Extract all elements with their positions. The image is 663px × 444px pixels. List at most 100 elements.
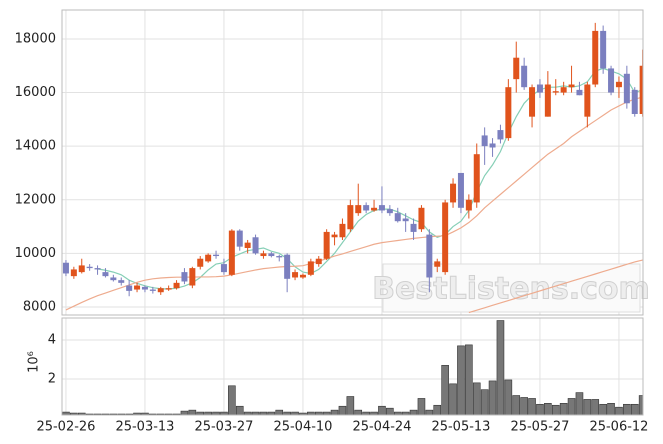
x-tick-label: 25-04-24: [352, 420, 411, 435]
x-tick-label: 25-06-12: [589, 420, 648, 435]
candle-body: [623, 73, 630, 104]
candle-body: [536, 84, 543, 93]
candle-body: [126, 285, 133, 291]
candle-body: [418, 207, 425, 230]
candle-body: [639, 65, 643, 114]
candle-body: [560, 87, 567, 93]
volume-bar: [378, 405, 386, 415]
x-tick-label: 25-03-27: [194, 420, 253, 435]
volume-bar: [188, 409, 197, 415]
x-tick-label: 25-05-27: [510, 420, 569, 435]
candle-body: [347, 205, 354, 230]
y-tick-label: 8000: [23, 299, 56, 314]
moving-average: [65, 96, 643, 311]
candle-body: [608, 68, 615, 93]
volume-bar: [425, 409, 434, 415]
candle-body: [197, 258, 204, 267]
volume-bar: [504, 379, 513, 415]
y-tick-label: 16000: [15, 85, 56, 100]
volume-bar: [465, 344, 473, 415]
candle-body: [94, 268, 101, 270]
candle-body: [292, 272, 299, 278]
candle-body: [552, 91, 559, 93]
volume-bar: [141, 412, 149, 415]
volume-bar: [449, 383, 457, 415]
candle-body: [213, 254, 220, 257]
candle-body: [284, 254, 291, 279]
candle-body: [331, 234, 338, 238]
candle-body: [457, 172, 464, 208]
candle-body: [102, 272, 109, 277]
candle-body: [529, 87, 536, 117]
candle-body: [339, 223, 346, 238]
candle-body: [394, 213, 401, 222]
candle-body: [118, 280, 125, 283]
candle-body: [631, 89, 638, 114]
volume-bar: [480, 389, 489, 415]
volume-bar: [496, 320, 505, 415]
candle-body: [426, 234, 433, 278]
candle-body: [86, 266, 93, 269]
volume-bar: [457, 345, 465, 415]
volume-bar: [583, 399, 592, 415]
candle-body: [465, 199, 472, 211]
volume-bar: [520, 397, 528, 415]
volume-bar: [575, 392, 584, 415]
candle-body: [450, 183, 457, 203]
volume-bar: [615, 406, 623, 415]
candle-body: [134, 285, 141, 290]
candle-body: [505, 87, 512, 139]
y-tick-label: 4: [48, 333, 56, 348]
candle-body: [442, 202, 449, 273]
volume-bar: [338, 405, 347, 415]
volume-bar: [417, 398, 426, 415]
volume-bar: [551, 404, 560, 415]
candle-body: [481, 135, 488, 147]
moving-average: [468, 259, 643, 314]
volume-bar: [299, 412, 307, 415]
candle-body: [299, 274, 306, 278]
volume-bar: [235, 405, 244, 415]
volume-frame: [61, 317, 644, 416]
volume-bar: [409, 409, 418, 415]
candle-body: [402, 218, 409, 222]
candle-body: [165, 288, 172, 290]
volume-bar: [354, 409, 363, 415]
candle-body: [141, 286, 148, 290]
volume-bar: [544, 403, 552, 415]
volume-bar: [275, 409, 284, 415]
candle-body: [497, 130, 504, 140]
candle-body: [434, 261, 441, 267]
volume-bar: [488, 380, 497, 415]
candle-body: [276, 256, 283, 258]
candle-body: [157, 288, 164, 293]
candle-body: [228, 230, 235, 275]
candle-body: [615, 81, 622, 88]
candle-body: [584, 84, 591, 117]
volume-bar: [559, 403, 568, 415]
volume-axis-label: 10⁶: [27, 351, 42, 373]
candle-body: [355, 205, 362, 214]
volume-bar: [528, 398, 536, 415]
candle-body: [378, 205, 385, 211]
volume-bar: [228, 385, 236, 415]
volume-bar: [70, 412, 78, 415]
candle-body: [181, 272, 188, 282]
y-tick-label: 2: [48, 371, 56, 386]
candle-body: [149, 289, 156, 291]
volume-bar: [441, 365, 449, 415]
watermark: BestListens.com: [372, 272, 650, 307]
volume-bar: [346, 396, 355, 415]
x-tick-label: 25-05-13: [431, 420, 490, 435]
candle-body: [489, 143, 496, 148]
candle-body: [592, 30, 599, 85]
volume-bar: [599, 403, 607, 415]
y-tick-label: 12000: [15, 192, 56, 207]
volume-bar: [512, 395, 521, 415]
candle-body: [363, 205, 370, 211]
x-tick-label: 25-04-10: [273, 420, 332, 435]
y-tick-label: 10000: [15, 246, 56, 261]
candle-body: [189, 268, 196, 286]
candle-body: [315, 258, 322, 265]
y-tick-label: 14000: [15, 139, 56, 154]
